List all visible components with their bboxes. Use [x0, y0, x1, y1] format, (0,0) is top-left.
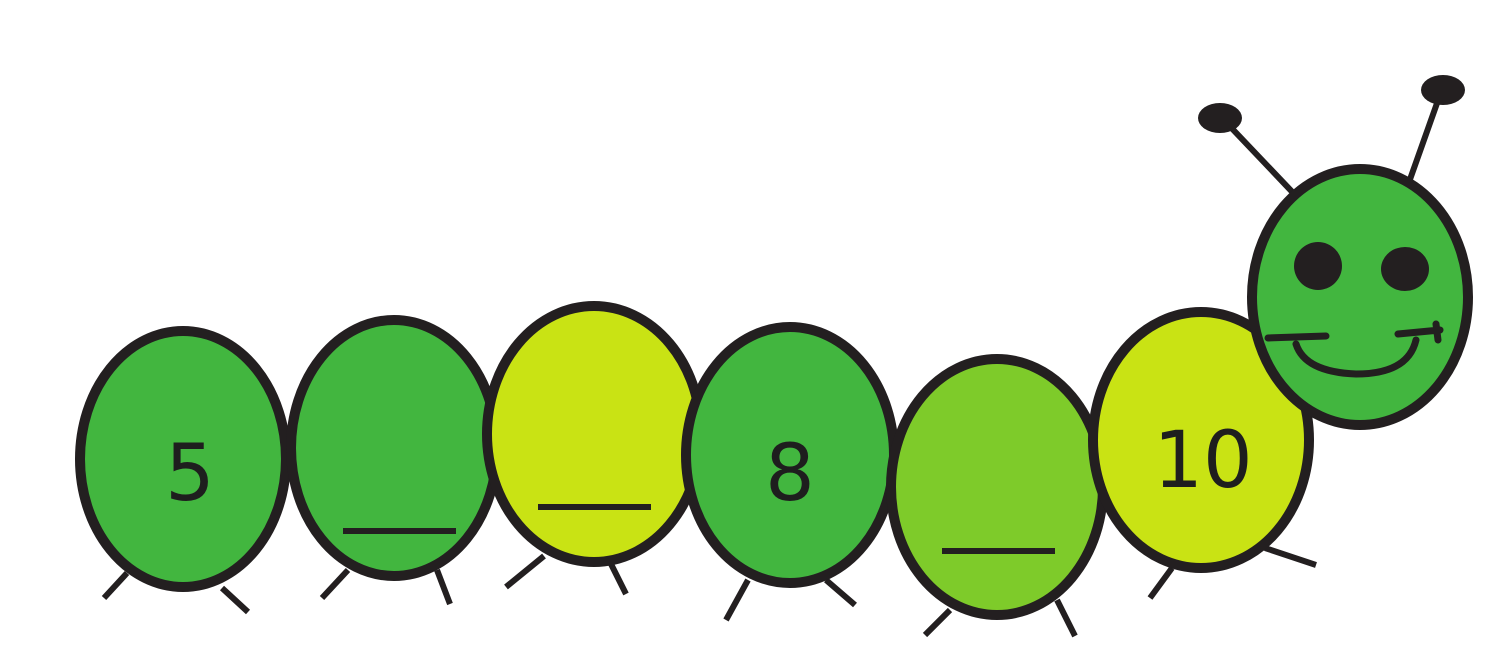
eye — [1381, 247, 1429, 291]
body-segment: 5 — [75, 326, 291, 592]
antennae — [1198, 75, 1465, 201]
body-segment — [286, 315, 502, 581]
answer-blank — [343, 528, 456, 534]
body-segment: 8 — [681, 322, 899, 588]
smile — [1264, 320, 1444, 378]
answer-blank — [538, 504, 651, 510]
antenna-tip — [1198, 103, 1242, 133]
caterpillar-head — [1247, 164, 1473, 430]
answer-blank — [942, 548, 1055, 554]
body-segment — [482, 301, 706, 567]
segment-number: 8 — [765, 429, 815, 519]
legs — [101, 545, 1317, 638]
body-segment: 10 — [1088, 307, 1314, 573]
antenna-tip — [1421, 75, 1465, 105]
eye — [1294, 242, 1342, 290]
body-segment — [886, 354, 1108, 620]
segment-number: 5 — [165, 429, 215, 519]
segment-number: 10 — [1153, 416, 1252, 506]
